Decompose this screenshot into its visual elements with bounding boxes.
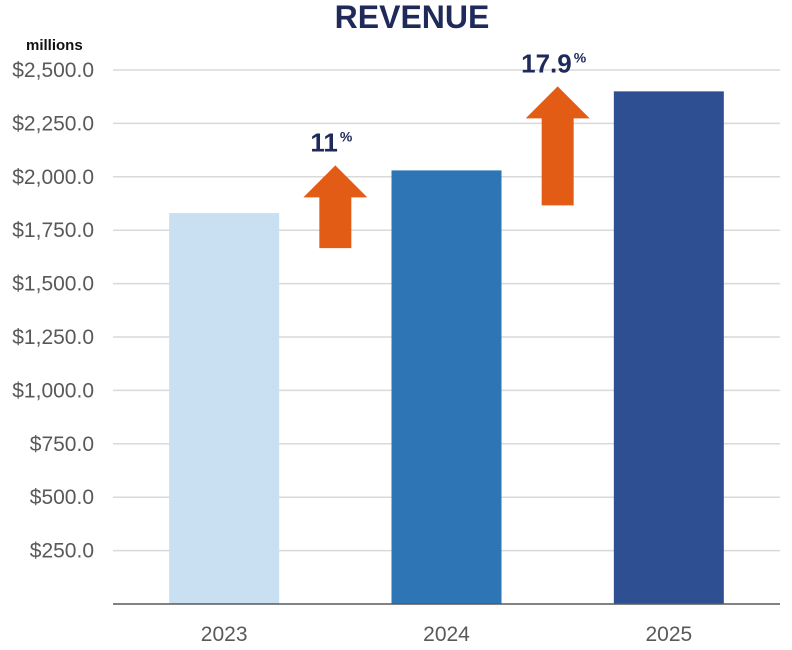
bars (169, 91, 724, 605)
bar-2023 (169, 213, 280, 604)
y-axis-ticks: $250.0 $500.0 $750.0 $1,000.0 $1,250.0 $1,500… (12, 59, 94, 563)
y-tick-label: $1,000.0 (12, 379, 94, 402)
bar-2024 (391, 170, 502, 604)
growth-label: 11% (310, 127, 353, 157)
x-tick-label: 2025 (645, 623, 692, 646)
y-tick-label: $2,000.0 (12, 166, 94, 189)
growth-arrow-icon (525, 86, 590, 206)
growth-annotations: 11 % 17.9% (303, 48, 590, 249)
growth-arrow-icon (303, 165, 368, 249)
y-tick-label: $750.0 (30, 433, 94, 456)
chart-title: REVENUE (335, 0, 490, 35)
bar-2025 (613, 91, 724, 605)
y-tick-label: $2,500.0 (12, 59, 94, 82)
x-axis-ticks: 2023 2024 2025 (201, 623, 692, 646)
y-tick-label: $2,250.0 (12, 112, 94, 135)
y-tick-label: $1,250.0 (12, 326, 94, 349)
unit-label: millions (26, 37, 83, 54)
x-tick-label: 2024 (423, 623, 470, 646)
x-tick-label: 2023 (201, 623, 248, 646)
y-tick-label: $250.0 (30, 540, 94, 563)
y-tick-label: $500.0 (30, 486, 94, 509)
y-tick-label: $1,750.0 (12, 219, 94, 242)
y-tick-label: $1,500.0 (12, 273, 94, 296)
growth-label: 17.9% (521, 48, 587, 78)
